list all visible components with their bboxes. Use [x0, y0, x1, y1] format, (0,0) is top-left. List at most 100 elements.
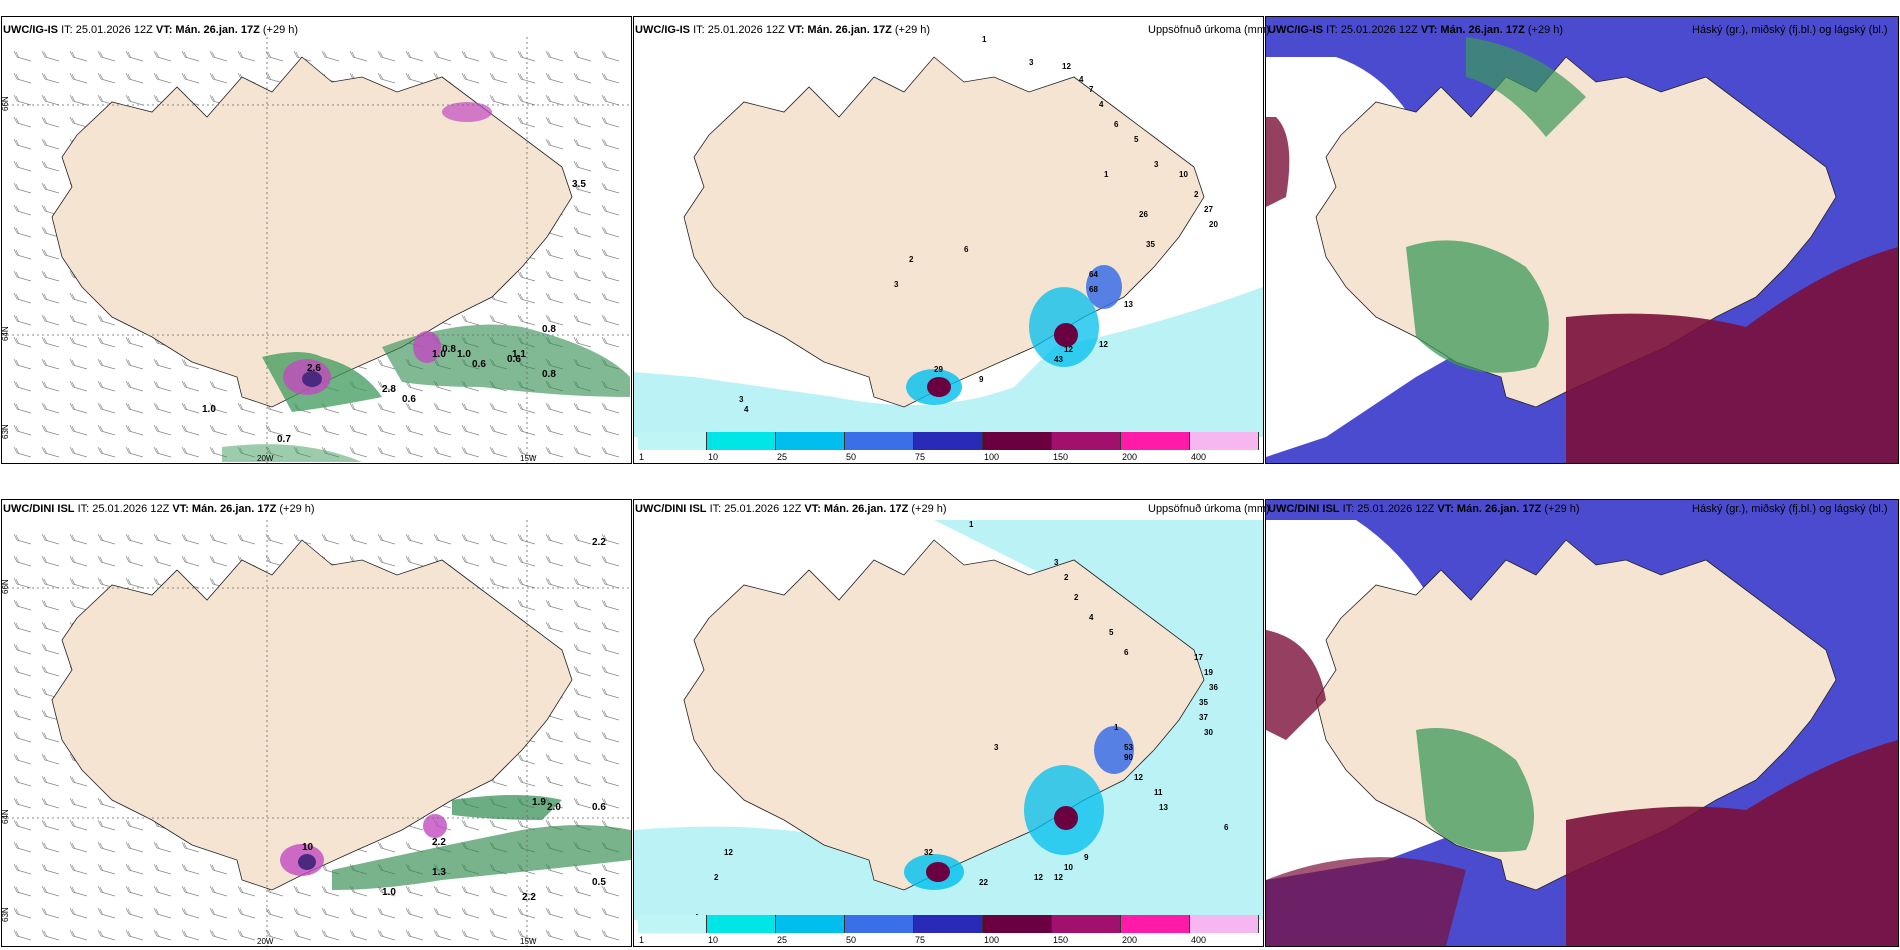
wind-barb: [41, 138, 60, 150]
precip-max: [926, 862, 950, 882]
wind-barb: [125, 533, 144, 545]
wind-barb: [573, 424, 592, 436]
wind-barb: [265, 907, 284, 919]
green-band: [332, 825, 631, 890]
wind-barb: [69, 336, 88, 348]
lon-label-20w: 20W: [257, 937, 274, 946]
wind-barb: [237, 885, 256, 897]
wind-barb: [601, 182, 620, 194]
colorbar: 1 10 25 50 75 100 150 200 400: [638, 432, 1259, 462]
wind-barb: [433, 929, 452, 941]
wind-barb: [573, 577, 592, 589]
wind-barb: [601, 863, 620, 875]
wind-barb: [13, 665, 32, 677]
precip-value-label: 1: [1104, 170, 1109, 179]
wind-barb: [97, 863, 116, 875]
precip-value-label: 11: [1154, 788, 1163, 797]
map-precip-bot: 1322456171936353730539012111322329101212…: [634, 500, 1263, 946]
wind-barb: [461, 907, 480, 919]
header-bot-right: UWC/DINI ISL IT: 25.01.2026 12Z VT: Mán.…: [1268, 500, 1580, 518]
colorbar-swatch: [638, 915, 707, 933]
wind-barb: [377, 402, 396, 414]
wind-barb: [601, 885, 620, 897]
precip-mid-3: [1086, 265, 1122, 309]
wind-barb: [69, 819, 88, 831]
wind-barb: [573, 248, 592, 260]
wind-barb: [573, 643, 592, 655]
model-name: UWC/DINI ISL: [1268, 503, 1340, 515]
wind-barb: [545, 555, 564, 567]
wind-barb: [433, 533, 452, 545]
wind-barb: [97, 424, 116, 436]
wind-barb: [545, 577, 564, 589]
precip-value-label: 5: [1134, 135, 1139, 144]
wind-barb: [97, 819, 116, 831]
wind-barb: [97, 50, 116, 62]
wind-barb: [69, 314, 88, 326]
wind-barb: [237, 402, 256, 414]
wind-barb: [13, 841, 32, 853]
wind-barb: [377, 72, 396, 84]
wind-barb: [41, 621, 60, 633]
wind-barb: [153, 424, 172, 436]
wind-barb: [69, 292, 88, 304]
wind-barb: [601, 599, 620, 611]
wind-barb: [601, 94, 620, 106]
colorbar-swatch: [845, 915, 914, 933]
low-cloud-3: [1266, 857, 1466, 946]
wind-barb: [153, 402, 172, 414]
colorbar-tick: 50: [846, 935, 857, 945]
wind-barb: [377, 841, 396, 853]
precip-value-label: 1: [969, 520, 974, 529]
wind-barb: [41, 775, 60, 787]
wind-barb: [209, 555, 228, 567]
wind-barb: [545, 731, 564, 743]
wind-barb: [545, 94, 564, 106]
wind-barb: [237, 533, 256, 545]
header-top-right-right: Háský (gr.), miðský (fj.bl.) og lágský (…: [1692, 24, 1888, 36]
wind-value-label: 2.2: [592, 537, 606, 548]
precip-value-label: 3: [1154, 160, 1159, 169]
wind-barb: [209, 863, 228, 875]
model-name: UWC/DINI ISL: [3, 503, 75, 515]
wind-barb: [125, 555, 144, 567]
wind-barb: [517, 885, 536, 897]
header-bot-left: UWC/DINI ISL IT: 25.01.2026 12Z VT: Mán.…: [3, 500, 315, 518]
map-precip-top: 13 12474653102272012635646813121243929623…: [634, 17, 1263, 463]
wind-barb: [97, 797, 116, 809]
lead-time: (+29 h): [1544, 503, 1580, 515]
wind-barb: [41, 907, 60, 919]
wind-barb: [209, 380, 228, 392]
wind-barb: [13, 248, 32, 260]
lon-label-15w: 15W: [520, 937, 537, 946]
colorbar-tick: 50: [846, 452, 857, 462]
wind-barb: [573, 709, 592, 721]
precip-value-label: 3: [1029, 58, 1034, 67]
wind-barb: [545, 424, 564, 436]
header-bot-mid: UWC/DINI ISL IT: 25.01.2026 12Z VT: Mán.…: [635, 500, 947, 518]
wind-barb: [13, 731, 32, 743]
wind-barb: [573, 753, 592, 765]
precip-value-label: 32: [924, 848, 933, 857]
wind-barb: [517, 533, 536, 545]
precip-value-label: 20: [1209, 220, 1218, 229]
wind-barb: [489, 314, 508, 326]
wind-barb: [349, 446, 368, 458]
wind-barb: [573, 687, 592, 699]
lon-label-15w: 15W: [520, 454, 537, 463]
wind-value-label: 0.6: [402, 394, 416, 405]
colorbar-swatch: [1052, 915, 1121, 933]
valid-time: Mán. 26.jan. 17Z: [807, 24, 892, 36]
precip-value-label: 5: [1109, 628, 1114, 637]
wind-barb: [13, 402, 32, 414]
precip-value-label: 4: [1079, 75, 1084, 84]
wind-barb: [69, 94, 88, 106]
wind-barb: [601, 643, 620, 655]
green-band-2: [452, 795, 562, 820]
valid-label: VT:: [787, 24, 805, 36]
wind-barb: [13, 116, 32, 128]
wind-barb: [97, 402, 116, 414]
precip-core-2: [423, 814, 447, 838]
wind-barb: [41, 533, 60, 545]
wind-barb: [125, 841, 144, 853]
